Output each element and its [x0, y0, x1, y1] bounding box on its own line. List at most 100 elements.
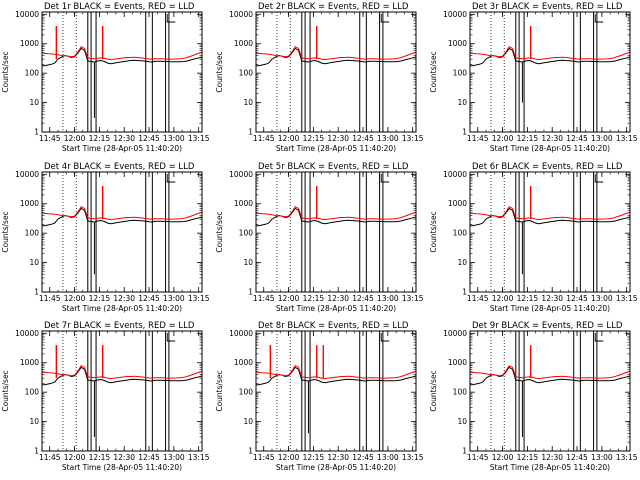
y-tick-label: 1 — [248, 447, 253, 456]
y-tick-label: 10000 — [15, 10, 39, 19]
y-tick-label: 1000 — [448, 39, 467, 48]
y-tick-label: 100 — [453, 229, 468, 238]
x-tick-label: 13:15 — [616, 294, 638, 303]
x-tick-label: 11:45 — [467, 453, 489, 462]
x-tick-label: 12:15 — [303, 453, 325, 462]
lld-series-line — [256, 205, 416, 221]
x-tick-label: 12:15 — [517, 453, 539, 462]
y-axis-label: Counts/sec — [215, 211, 224, 252]
chart-title: Det 2r BLACK = Events, RED = LLD — [258, 2, 409, 12]
x-tick-label: 12:30 — [327, 453, 349, 462]
x-tick-label: 12:00 — [492, 294, 514, 303]
x-tick-label: 12:45 — [566, 453, 588, 462]
y-axis-label: Counts/sec — [429, 51, 438, 92]
y-axis-label: Counts/sec — [429, 370, 438, 411]
events-series-line — [470, 47, 630, 67]
y-tick-label: 1000 — [234, 39, 253, 48]
x-tick-label: 12:00 — [492, 134, 514, 143]
lld-series-line — [256, 364, 416, 380]
plot-frame — [469, 11, 631, 133]
chart-title: Det 7r BLACK = Events, RED = LLD — [44, 321, 195, 331]
plot-area — [256, 331, 416, 451]
x-tick-label: 13:00 — [163, 294, 185, 303]
x-tick-label: 13:15 — [402, 294, 424, 303]
x-tick-label: 13:00 — [163, 453, 185, 462]
plot-frame — [469, 171, 631, 293]
lld-series-line — [42, 45, 202, 61]
chart-title: Det 8r BLACK = Events, RED = LLD — [258, 321, 409, 331]
x-tick-label: 12:45 — [138, 294, 160, 303]
chart-title: Det 6r BLACK = Events, RED = LLD — [472, 162, 623, 172]
chart-title: Det 3r BLACK = Events, RED = LLD — [472, 2, 623, 12]
plot-area — [256, 12, 416, 132]
top-step-marker — [166, 14, 176, 23]
x-tick-label: 11:45 — [467, 294, 489, 303]
y-tick-label: 10000 — [443, 10, 467, 19]
y-tick-label: 10000 — [229, 329, 253, 338]
x-tick-label: 12:30 — [113, 134, 135, 143]
y-tick-label: 10 — [243, 98, 253, 107]
x-tick-label: 12:45 — [352, 134, 374, 143]
y-tick-label: 10000 — [229, 10, 253, 19]
events-series-line — [256, 47, 416, 67]
y-tick-label: 100 — [25, 388, 40, 397]
events-series-line — [256, 366, 416, 386]
events-series-line — [42, 366, 202, 386]
x-tick-label: 12:15 — [517, 294, 539, 303]
x-tick-label: 12:30 — [113, 294, 135, 303]
x-tick-label: 12:00 — [64, 453, 86, 462]
top-step-marker — [594, 14, 604, 23]
top-step-marker — [594, 333, 604, 342]
x-tick-label: 12:45 — [138, 453, 160, 462]
x-tick-label: 11:45 — [253, 294, 275, 303]
x-axis-label: Start Time (28-Apr-05 11:40:20) — [490, 144, 610, 153]
x-tick-label: 12:15 — [517, 134, 539, 143]
y-tick-label: 10000 — [15, 170, 39, 179]
y-tick-label: 100 — [239, 69, 254, 78]
x-tick-label: 13:15 — [402, 134, 424, 143]
y-tick-label: 10000 — [15, 329, 39, 338]
x-tick-label: 12:00 — [278, 294, 300, 303]
y-tick-label: 1 — [462, 288, 467, 297]
y-tick-label: 10000 — [229, 170, 253, 179]
x-tick-label: 13:00 — [377, 134, 399, 143]
plot-frame — [41, 171, 203, 293]
x-tick-label: 12:30 — [327, 294, 349, 303]
lld-series-line — [42, 364, 202, 380]
x-tick-label: 13:15 — [402, 453, 424, 462]
plot-area — [42, 331, 202, 451]
x-tick-label: 12:15 — [89, 134, 111, 143]
chart-panel-1: Det 1r BLACK = Events, RED = LLD Counts/s… — [1, 2, 210, 153]
x-tick-label: 12:00 — [492, 453, 514, 462]
x-tick-label: 13:15 — [188, 134, 210, 143]
x-tick-label: 12:30 — [541, 453, 563, 462]
top-step-marker — [594, 174, 604, 183]
y-axis-label: Counts/sec — [1, 370, 10, 411]
x-tick-label: 12:15 — [303, 134, 325, 143]
lld-series-line — [470, 45, 630, 61]
x-axis-label: Start Time (28-Apr-05 11:40:20) — [62, 304, 182, 313]
top-step-marker — [166, 333, 176, 342]
y-tick-label: 1000 — [20, 358, 39, 367]
x-tick-label: 13:15 — [188, 453, 210, 462]
x-tick-label: 13:00 — [591, 453, 613, 462]
y-axis-label: Counts/sec — [1, 51, 10, 92]
y-tick-label: 1 — [248, 128, 253, 137]
x-tick-label: 11:45 — [39, 294, 61, 303]
lld-series-line — [470, 364, 630, 380]
chart-title: Det 1r BLACK = Events, RED = LLD — [44, 2, 195, 12]
y-tick-label: 100 — [25, 69, 40, 78]
x-tick-label: 12:00 — [278, 453, 300, 462]
y-tick-label: 10 — [29, 417, 39, 426]
x-tick-label: 12:00 — [64, 294, 86, 303]
x-tick-label: 13:15 — [616, 453, 638, 462]
y-tick-label: 1000 — [448, 358, 467, 367]
chart-panel-7: Det 7r BLACK = Events, RED = LLD Counts/s… — [1, 321, 210, 472]
chart-panel-3: Det 3r BLACK = Events, RED = LLD Counts/s… — [429, 2, 638, 153]
x-axis-label: Start Time (28-Apr-05 11:40:20) — [490, 304, 610, 313]
x-tick-label: 12:15 — [89, 453, 111, 462]
y-tick-label: 1000 — [448, 199, 467, 208]
chart-panel-9: Det 9r BLACK = Events, RED = LLD Counts/s… — [429, 321, 638, 472]
x-tick-label: 12:30 — [327, 134, 349, 143]
